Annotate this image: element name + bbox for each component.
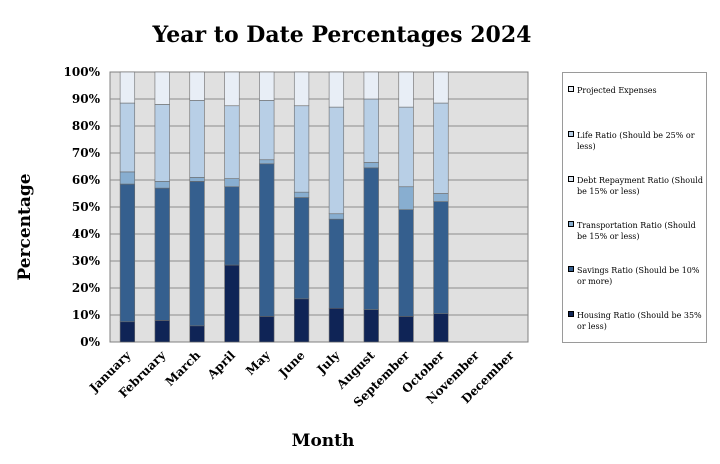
legend-swatch	[568, 221, 574, 227]
bar-segment	[259, 71, 275, 101]
y-tick-label: 100%	[64, 65, 101, 79]
bar-segment	[433, 193, 449, 202]
bar-segment	[363, 98, 379, 163]
bar-segment	[363, 167, 379, 310]
legend-item: Debt Repayment Ratio (Should be 15% or l…	[568, 175, 704, 197]
legend-swatch	[568, 176, 574, 182]
bar-segment	[293, 298, 310, 343]
x-tick-label: May	[243, 347, 273, 377]
bar-segment	[119, 171, 136, 185]
bar-segment	[398, 186, 414, 211]
bar-segment	[363, 71, 379, 100]
bar-segment	[433, 71, 449, 104]
legend-swatch	[568, 86, 574, 92]
bar-segment	[119, 183, 136, 323]
bar-segment	[293, 197, 310, 300]
x-tick-label: July	[314, 347, 344, 377]
bar-segment	[224, 178, 240, 188]
x-axis-label: Month	[292, 431, 355, 451]
bar-segment	[119, 321, 136, 343]
bar-segment	[189, 181, 205, 327]
x-tick-label: June	[275, 348, 308, 381]
bar-segment	[259, 100, 275, 161]
legend-item: Projected Expenses	[568, 85, 704, 96]
y-tick-labels: 0% 10% 20% 30% 40% 50% 60% 70% 80% 90% 100%	[64, 65, 101, 349]
bar-segment	[224, 186, 240, 266]
y-tick-label: 90%	[72, 92, 101, 106]
bar-segment	[293, 71, 310, 107]
x-tick-label: April	[204, 348, 238, 382]
legend-label: Transportation Ratio (Should be 15% or l…	[577, 221, 696, 241]
legend-label: Savings Ratio (Should be 10% or more)	[577, 266, 700, 286]
bar-segment	[398, 71, 414, 108]
bar-segment	[154, 71, 170, 105]
chart-title: Year to Date Percentages 2024	[152, 22, 532, 48]
y-tick-label: 30%	[72, 254, 101, 268]
legend-label: Life Ratio (Should be 25% or less)	[577, 131, 695, 151]
legend-swatch	[568, 131, 574, 137]
y-axis-label: Percentage	[15, 173, 35, 280]
bar-segment	[154, 104, 170, 182]
y-tick-label: 10%	[72, 308, 101, 322]
y-tick-label: 40%	[72, 227, 101, 241]
bar-segment	[433, 102, 449, 194]
bar-segment	[398, 106, 414, 188]
legend-label: Housing Ratio (Should be 35% or less)	[577, 311, 702, 331]
bars	[119, 71, 449, 343]
bar-segment	[433, 313, 449, 343]
bar-segment	[398, 316, 414, 343]
y-tick-label: 20%	[72, 281, 101, 295]
bar-segment	[224, 264, 240, 343]
y-tick-label: 80%	[72, 119, 101, 133]
bar-segment	[189, 100, 205, 178]
y-tick-label: 70%	[72, 146, 101, 160]
bar-segment	[224, 71, 240, 107]
legend-item: Life Ratio (Should be 25% or less)	[568, 130, 704, 152]
y-tick-label: 50%	[72, 200, 101, 214]
legend-label: Projected Expenses	[577, 86, 657, 95]
bar-segment	[259, 159, 275, 165]
legend-item: Housing Ratio (Should be 35% or less)	[568, 310, 704, 332]
y-tick-label: 0%	[80, 335, 100, 349]
bar-segment	[328, 218, 345, 309]
bar-segment	[259, 316, 275, 343]
legend: Projected Expenses Life Ratio (Should be …	[562, 72, 707, 343]
legend-swatch	[568, 311, 574, 317]
bar-segment	[363, 162, 379, 169]
bar-segment	[189, 71, 205, 101]
bar-segment	[119, 71, 136, 104]
bar-segment	[293, 191, 310, 198]
bar-segment	[154, 181, 170, 189]
bar-segment	[398, 209, 414, 317]
bar-segment	[259, 163, 275, 317]
legend-swatch	[568, 266, 574, 272]
gridlines	[110, 98, 528, 316]
y-tick-label: 60%	[72, 173, 101, 187]
legend-item: Transportation Ratio (Should be 15% or l…	[568, 220, 704, 242]
legend-label: Debt Repayment Ratio (Should be 15% or l…	[577, 176, 703, 196]
bar-segment	[328, 71, 345, 108]
bar-segment	[293, 105, 310, 193]
bar-segment	[363, 309, 379, 343]
bar-segment	[328, 106, 345, 215]
bar-segment	[328, 213, 345, 220]
legend-item: Savings Ratio (Should be 10% or more)	[568, 265, 704, 287]
bar-segment	[433, 201, 449, 314]
bar-segment	[224, 105, 240, 179]
bar-segment	[119, 102, 136, 173]
bar-segment	[154, 187, 170, 321]
bar-segment	[189, 325, 205, 343]
x-tick-label: March	[163, 348, 204, 389]
bar-segment	[328, 307, 345, 343]
bar-segment	[189, 177, 205, 182]
bar-segment	[154, 320, 170, 343]
